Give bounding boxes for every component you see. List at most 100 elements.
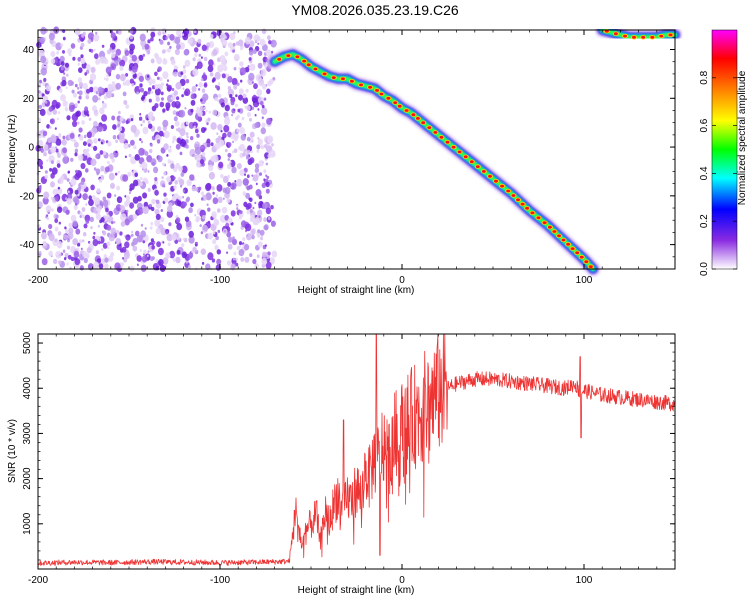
noise-blob [132, 238, 138, 245]
noise-blob [175, 217, 181, 224]
noise-blob [238, 249, 245, 257]
noise-blob [271, 50, 274, 54]
noise-blob [165, 36, 168, 40]
colorbar-tick-label: 0.6 [699, 118, 710, 132]
x-tick-label: 0 [399, 275, 405, 286]
x-tick-label: 100 [576, 275, 593, 286]
noise-blob [252, 174, 259, 182]
ridge-bead-core [386, 96, 391, 100]
noise-blob [260, 144, 265, 150]
noise-blob [119, 59, 126, 67]
noise-blob [175, 143, 181, 150]
noise-blob [91, 127, 98, 135]
noise-blob [55, 42, 62, 51]
noise-blob [78, 127, 83, 133]
noise-blob [166, 210, 173, 218]
upper-ridge-bead-core [613, 32, 618, 36]
noise-blob [120, 221, 126, 227]
noise-blob [107, 246, 110, 250]
noise-blob [150, 58, 155, 64]
noise-region [35, 26, 278, 273]
x-tick-label: -100 [210, 275, 230, 286]
noise-blob [51, 99, 58, 108]
noise-blob [42, 144, 49, 152]
noise-blob [270, 220, 276, 227]
noise-blob [125, 104, 130, 109]
noise-blob [178, 109, 186, 118]
noise-blob [157, 247, 164, 256]
noise-blob [49, 167, 53, 172]
noise-blob [89, 241, 92, 244]
noise-blob [242, 96, 249, 104]
noise-blob [235, 262, 239, 267]
noise-blob [149, 256, 154, 262]
noise-blob [257, 234, 261, 238]
noise-blob [88, 265, 91, 268]
noise-blob [230, 100, 235, 106]
noise-blob [142, 206, 149, 215]
noise-blob [125, 195, 131, 201]
noise-blob [200, 127, 206, 133]
noise-blob [171, 234, 177, 241]
noise-blob [185, 197, 190, 203]
noise-blob [136, 263, 139, 267]
noise-blob [38, 45, 41, 49]
noise-blob [82, 250, 88, 258]
noise-blob [258, 215, 261, 219]
noise-blob [254, 122, 259, 129]
noise-blob [232, 42, 236, 47]
noise-blob [85, 95, 90, 100]
noise-blob [83, 134, 87, 139]
noise-blob [102, 102, 108, 109]
noise-blob [129, 35, 134, 40]
noise-blob [143, 249, 147, 254]
noise-blob [254, 167, 260, 174]
noise-blob [86, 131, 93, 139]
noise-blob [65, 67, 69, 72]
noise-blob [104, 257, 109, 263]
noise-blob [96, 188, 101, 193]
noise-blob [138, 147, 145, 156]
noise-blob [201, 88, 206, 93]
noise-blob [100, 141, 103, 145]
noise-blob [188, 252, 194, 259]
noise-blob [61, 139, 67, 146]
snr-frame [38, 334, 675, 569]
noise-blob [55, 214, 59, 219]
noise-blob [42, 240, 47, 246]
noise-blob [199, 144, 206, 152]
noise-blob [112, 135, 117, 140]
noise-blob [64, 158, 68, 162]
noise-blob [230, 185, 233, 189]
noise-blob [93, 48, 96, 52]
noise-blob [250, 228, 256, 236]
noise-blob [206, 203, 209, 206]
noise-blob [140, 87, 145, 93]
noise-blob [147, 250, 150, 253]
noise-blob [163, 143, 169, 151]
snr-y-label: SNR (10 * v/v) [7, 419, 18, 483]
noise-blob [222, 187, 227, 193]
noise-blob [62, 36, 66, 41]
noise-blob [105, 77, 109, 82]
noise-blob [261, 116, 264, 120]
noise-blob [239, 245, 242, 248]
noise-blob [146, 180, 149, 184]
noise-blob [194, 243, 198, 247]
noise-blob [231, 113, 234, 117]
noise-blob [85, 168, 89, 173]
noise-blob [172, 135, 177, 142]
noise-blob [212, 231, 216, 235]
noise-blob [236, 245, 240, 251]
noise-blob [244, 223, 252, 232]
noise-blob [88, 198, 94, 207]
noise-blob [249, 253, 253, 258]
noise-blob [63, 234, 68, 240]
noise-blob [88, 195, 92, 200]
noise-blob [98, 50, 106, 59]
noise-blob [65, 86, 68, 89]
noise-blob [185, 144, 189, 149]
noise-blob [147, 120, 151, 125]
noise-blob [142, 126, 149, 135]
spectrogram-y-label: Frequency (Hz) [7, 115, 18, 184]
